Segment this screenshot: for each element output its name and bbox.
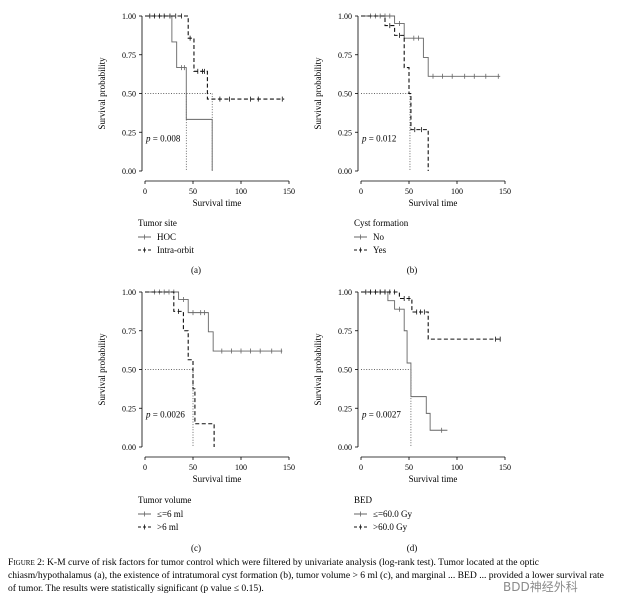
y-tick-label: 0.75 [122,327,136,336]
km-curve-1 [361,291,448,431]
y-tick-label: 0.25 [122,128,136,137]
y-tick-label: 1.00 [338,12,352,21]
y-tick-label: 0.50 [338,90,352,99]
km-curve-2 [361,291,503,340]
x-tick-label: 50 [405,187,413,196]
km-curve-2 [361,15,429,171]
figure-caption: Figure 2: K-M curve of risk factors for … [8,556,613,595]
x-tick-label: 150 [283,463,295,472]
y-tick-label: 0.50 [338,366,352,375]
y-tick-label: 0.75 [122,51,136,60]
p-value-label: p = 0.0027 [361,410,401,420]
y-tick-label: 0.50 [122,366,136,375]
panel-label: (b) [407,265,418,275]
y-tick-label: 0.75 [338,327,352,336]
legend-entry-label: Intra-orbit [157,245,194,255]
legend-entry-label: >60.0 Gy [373,522,408,532]
x-tick-label: 100 [235,187,247,196]
y-tick-label: 1.00 [122,12,136,21]
y-axis-label: Survival probability [313,57,323,130]
legend-entry-label: >6 ml [157,522,179,532]
km-curve-2 [145,291,215,447]
x-tick-label: 0 [143,187,147,196]
km-curve-1 [145,15,213,171]
x-tick-label: 100 [451,187,463,196]
x-tick-label: 50 [189,187,197,196]
watermark: BDD神经外科 [500,578,581,595]
y-tick-label: 0.25 [338,128,352,137]
y-tick-label: 0.00 [338,167,352,176]
x-tick-label: 150 [283,187,295,196]
p-value-label: p = 0.008 [145,134,181,144]
x-tick-label: 100 [235,463,247,472]
x-tick-label: 50 [189,463,197,472]
x-axis-label: Survival time [193,198,242,208]
caption-text: K-M curve of risk factors for tumor cont… [8,557,604,594]
y-tick-label: 0.00 [338,443,352,452]
x-tick-label: 100 [451,463,463,472]
km-panel-3: 0.00 0.25 0.50 0.75 1.00 0 50 100 150 Survival ti… [97,288,295,553]
x-tick-label: 150 [499,463,511,472]
km-panel-2: 0.00 0.25 0.50 0.75 1.00 0 50 100 150 Survival ti… [313,12,511,275]
panel-label: (c) [191,543,201,553]
legend-entry-label: HOC [157,232,176,242]
km-curve-1 [145,291,283,352]
legend-entry-label: ≤=60.0 Gy [373,509,413,519]
y-axis-label: Survival probability [97,57,107,130]
y-tick-label: 0.75 [338,51,352,60]
y-tick-label: 0.25 [338,404,352,413]
y-axis-label: Survival probability [313,333,323,406]
km-panel-4: 0.00 0.25 0.50 0.75 1.00 0 50 100 150 Survival ti… [313,288,511,553]
caption-label: Figure 2: [8,557,45,568]
legend-title: Tumor site [138,218,177,228]
x-tick-label: 0 [143,463,147,472]
y-tick-label: 0.25 [122,404,136,413]
x-tick-label: 50 [405,463,413,472]
y-tick-label: 1.00 [122,288,136,297]
x-axis-label: Survival time [409,198,458,208]
y-tick-label: 0.00 [122,167,136,176]
x-axis-label: Survival time [409,474,458,484]
y-tick-label: 0.50 [122,90,136,99]
p-value-label: p = 0.0026 [145,410,185,420]
x-tick-label: 0 [359,463,363,472]
x-tick-label: 0 [359,187,363,196]
legend-title: BED [354,495,373,505]
y-tick-label: 1.00 [338,288,352,297]
legend-entry-label: ≤=6 ml [157,509,184,519]
x-tick-label: 150 [499,187,511,196]
p-value-label: p = 0.012 [361,134,396,144]
panel-label: (a) [191,265,201,275]
legend-title: Cyst formation [354,218,409,228]
km-panel-1: 0.00 0.25 0.50 0.75 1.00 0 50 100 150 Survival ti… [97,12,295,275]
x-axis-label: Survival time [193,474,242,484]
km-curve-1 [361,15,501,77]
km-curve-2 [145,15,285,100]
y-axis-label: Survival probability [97,333,107,406]
panel-label: (d) [407,543,418,553]
legend-entry-label: Yes [373,245,387,255]
y-tick-label: 0.00 [122,443,136,452]
legend-entry-label: No [373,232,384,242]
legend-title: Tumor volume [138,495,191,505]
